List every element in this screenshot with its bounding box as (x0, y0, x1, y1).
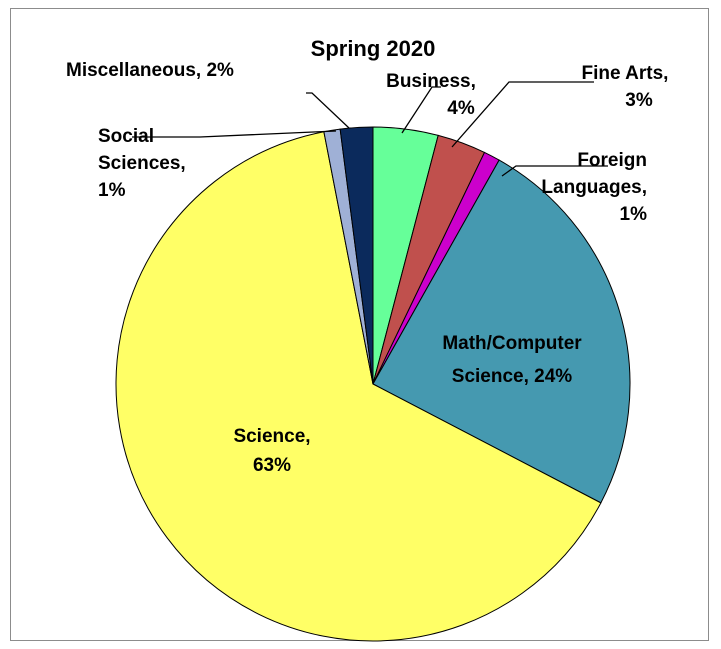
leader-line-business (401, 86, 441, 134)
data-label-fine-arts: Fine Arts, 3% (582, 63, 669, 111)
leader-line-miscellaneous (306, 92, 350, 129)
data-label-science: Science, 63% (233, 426, 310, 476)
leader-line-fine-arts (451, 81, 594, 148)
chart-area: Spring 2020 Business, 4% Fine Arts, 3% Forei… (10, 8, 709, 642)
pie-slices (115, 126, 631, 642)
leader-lines (132, 81, 608, 177)
data-labels: Business, 4% Fine Arts, 3% Foreign Languages,… (66, 60, 668, 476)
data-label-math-computer-science: Math/Computer Science, 24% (442, 333, 582, 387)
chart-title: Spring 2020 (311, 36, 436, 61)
data-label-social-sciences: Social Sciences, 1% (98, 126, 186, 201)
leader-line-foreign-languages (501, 165, 608, 177)
data-label-business: Business, 4% (386, 71, 476, 119)
pie-slice-science (115, 131, 602, 642)
pie-slice-miscellaneous (339, 126, 374, 385)
leader-line-social-sciences (132, 130, 337, 138)
pie-chart: Spring 2020 Business, 4% Fine Arts, 3% Forei… (66, 36, 668, 642)
data-label-miscellaneous: Miscellaneous, 2% (66, 60, 234, 81)
data-label-foreign-languages: Foreign Languages, 1% (541, 150, 647, 225)
